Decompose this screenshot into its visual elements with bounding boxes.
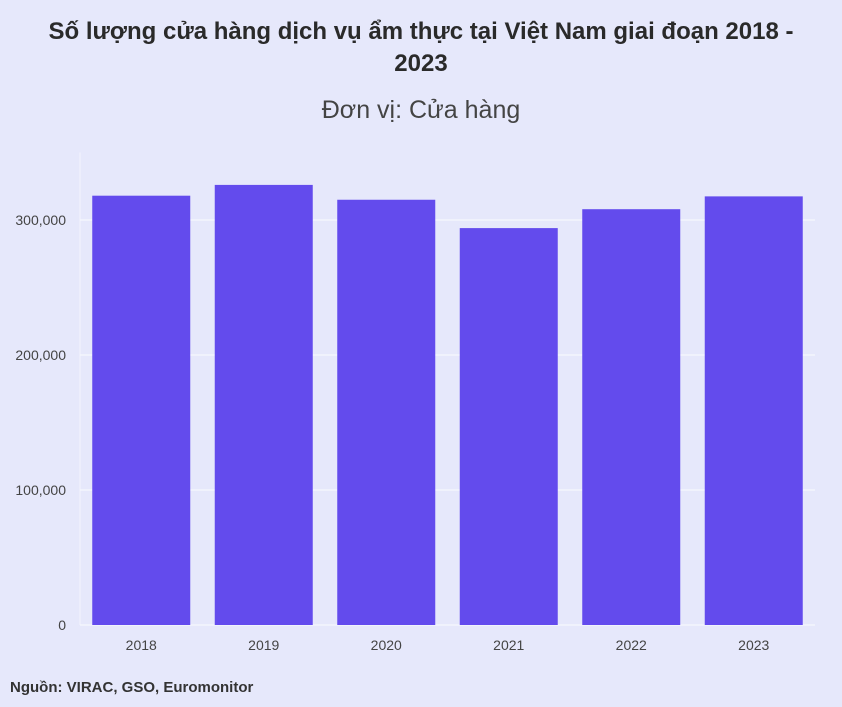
bar-2019 (214, 184, 313, 625)
y-axis: 0 100,000 200,000 300,000 (15, 212, 66, 633)
x-tick-label: 2018 (126, 637, 157, 653)
x-tick-label: 2020 (371, 637, 402, 653)
bar-2020 (337, 199, 436, 625)
y-tick-label: 300,000 (15, 212, 66, 228)
gridlines (79, 152, 815, 626)
x-tick-label: 2022 (616, 637, 647, 653)
bar-2021 (459, 228, 558, 625)
bar-2023 (704, 196, 803, 625)
x-axis: 2018 2019 2020 2021 2022 2023 (126, 637, 770, 653)
chart-title: Số lượng cửa hàng dịch vụ ẩm thực tại Vi… (48, 18, 794, 77)
x-tick-label: 2023 (738, 637, 769, 653)
source-note: Nguồn: VIRAC, GSO, Euromonitor (10, 679, 254, 696)
y-tick-label: 0 (58, 617, 66, 633)
x-tick-label: 2019 (248, 637, 279, 653)
bars (92, 184, 803, 625)
y-tick-label: 100,000 (15, 482, 66, 498)
bar-2018 (92, 195, 191, 625)
x-tick-label: 2021 (493, 637, 524, 653)
bar-2022 (582, 209, 681, 625)
y-tick-label: 200,000 (15, 347, 66, 363)
chart-subtitle: Đơn vị: Cửa hàng (321, 96, 521, 124)
